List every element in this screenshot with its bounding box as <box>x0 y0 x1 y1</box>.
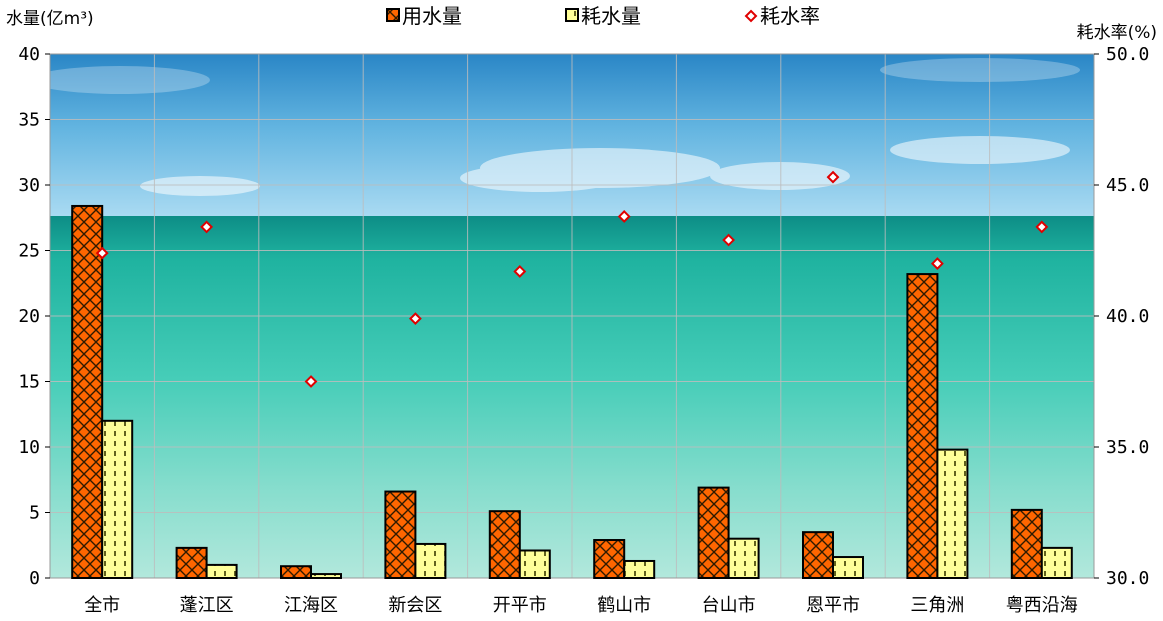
bar-water-consumption <box>1040 546 1073 579</box>
right-axis-ticks: 30.0 35.0 40.0 45.0 50.0 <box>1094 44 1149 589</box>
legend-swatch <box>744 9 758 23</box>
left-axis-ticks: 0 5 10 15 20 25 30 35 40 <box>18 44 50 589</box>
point-consumption-rate <box>722 233 736 247</box>
point-consumption-rate <box>408 312 422 326</box>
category-axis-labels: 全市 蓬江区 江海区 新会区 开平市 鹤山市 台山市 恩平市 三角洲 粤西沿海 <box>84 595 1078 616</box>
bar-water-consumption <box>310 573 342 580</box>
bar-water-use <box>697 486 730 579</box>
y2-tick-label: 45.0 <box>1106 175 1149 196</box>
category-label: 蓬江区 <box>180 595 234 616</box>
category-label: 新会区 <box>388 595 442 616</box>
category-label: 粤西沿海 <box>1006 595 1078 616</box>
bar-water-use <box>906 273 939 579</box>
bar-water-use <box>71 204 104 580</box>
point-consumption-rate <box>617 210 631 223</box>
bar-water-consumption <box>623 559 656 579</box>
bars-layer <box>71 204 1073 580</box>
y-tick-label: 40 <box>18 44 40 65</box>
markers-layer <box>95 170 1049 388</box>
bar-water-use <box>280 565 312 580</box>
y2-tick-label: 35.0 <box>1106 437 1149 458</box>
y-tick-label: 35 <box>18 110 40 131</box>
point-consumption-rate <box>513 265 527 278</box>
bar-water-consumption <box>727 537 760 580</box>
category-label: 全市 <box>84 595 120 616</box>
left-axis-title: 水量(亿m³) <box>6 9 94 29</box>
category-label: 鹤山市 <box>597 595 651 616</box>
point-consumption-rate <box>1035 220 1049 234</box>
legend-label: 耗水率 <box>760 4 820 28</box>
y-tick-label: 10 <box>18 437 40 458</box>
legend-swatch <box>565 8 579 22</box>
bar-water-use <box>384 490 417 580</box>
y-tick-label: 25 <box>18 241 40 262</box>
legend: 用水量 耗水量 耗水率 <box>386 4 820 28</box>
bar-water-use <box>593 539 626 580</box>
category-label: 三角洲 <box>910 595 964 616</box>
y2-tick-label: 40.0 <box>1106 306 1149 327</box>
y2-tick-label: 30.0 <box>1106 568 1149 589</box>
y-tick-label: 0 <box>29 568 40 589</box>
bar-water-use <box>802 531 834 580</box>
point-consumption-rate <box>826 170 840 184</box>
legend-label: 用水量 <box>402 4 462 28</box>
legend-swatch <box>386 8 400 22</box>
y-tick-label: 15 <box>18 372 40 393</box>
category-label: 恩平市 <box>806 595 860 616</box>
bar-water-consumption <box>101 419 134 579</box>
bar-water-use <box>488 510 521 579</box>
legend-label: 耗水量 <box>581 4 641 28</box>
bar-water-use <box>175 546 208 579</box>
bar-water-consumption <box>414 542 447 580</box>
bar-water-use <box>1010 508 1043 580</box>
right-axis-title: 耗水率(%) <box>1077 23 1157 43</box>
category-label: 江海区 <box>284 595 338 616</box>
point-consumption-rate <box>95 246 109 260</box>
category-label: 台山市 <box>702 595 756 616</box>
bar-water-consumption <box>832 556 864 579</box>
bar-water-consumption <box>205 563 238 580</box>
y-tick-label: 5 <box>29 503 40 524</box>
y-tick-label: 20 <box>18 306 40 327</box>
bar-water-consumption <box>936 448 969 579</box>
point-consumption-rate <box>200 220 214 234</box>
point-consumption-rate <box>304 375 318 388</box>
bar-water-consumption <box>518 549 551 579</box>
y-tick-label: 30 <box>18 175 40 196</box>
y2-tick-label: 50.0 <box>1106 44 1149 65</box>
point-consumption-rate <box>930 257 944 271</box>
category-label: 开平市 <box>493 595 547 616</box>
